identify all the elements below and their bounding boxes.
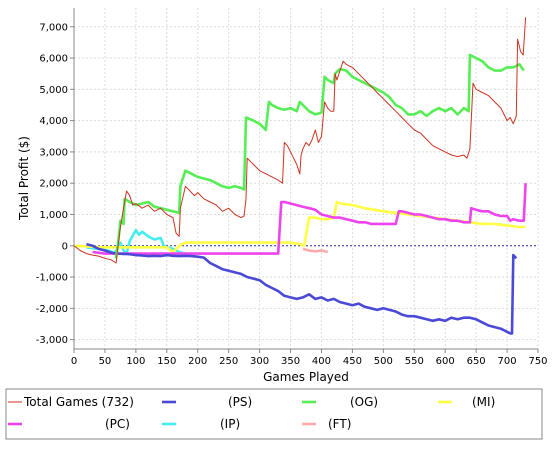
x-tick-label: 750 xyxy=(528,356,547,367)
x-tick-label: 650 xyxy=(467,356,486,367)
y-tick-label: 6,000 xyxy=(39,54,68,65)
x-tick-label: 700 xyxy=(498,356,517,367)
y-tick-label: 0 xyxy=(62,241,68,252)
y-tick-label: -2,000 xyxy=(36,304,68,315)
plot-area xyxy=(74,8,538,349)
x-tick-label: 350 xyxy=(281,356,300,367)
y-tick-labels: -3,000 -2,000 -1,000 0 1,000 2,000 3,000 4,000 5… xyxy=(36,22,68,346)
y-tick-label: -3,000 xyxy=(36,335,68,346)
y-axis-title: Total Profit ($) xyxy=(17,136,31,221)
series-line-6 xyxy=(302,247,329,254)
series-group xyxy=(73,17,527,335)
series-line-1 xyxy=(86,242,518,335)
x-tick-label: 400 xyxy=(312,356,331,367)
series-line-2 xyxy=(114,53,525,259)
x-tick-label: 550 xyxy=(405,356,424,367)
x-tick-label: 150 xyxy=(157,356,176,367)
legend-label: (FT) xyxy=(328,417,351,431)
x-axis-title: Games Played xyxy=(263,370,349,384)
y-tick-label: 4,000 xyxy=(39,116,68,127)
x-tick-label: 50 xyxy=(99,356,112,367)
axes xyxy=(70,8,539,353)
x-tick-label: 250 xyxy=(219,356,238,367)
legend-label: (IP) xyxy=(220,417,240,431)
y-tick-label: 5,000 xyxy=(39,85,68,96)
y-tick-label: 7,000 xyxy=(39,22,68,33)
x-tick-label: 500 xyxy=(374,356,393,367)
y-tick-label: -1,000 xyxy=(36,273,68,284)
series-line-0 xyxy=(73,17,527,264)
x-tick-label: 600 xyxy=(436,356,455,367)
series-line-4 xyxy=(92,183,527,255)
legend-box xyxy=(5,388,543,440)
legend: Total Games (732) (PS) (OG) (MI) (PC) (IP) (FT… xyxy=(8,395,495,431)
legend-label: (PS) xyxy=(228,395,252,409)
legend-label: Total Games (732) xyxy=(23,395,134,409)
y-tick-label: 3,000 xyxy=(39,147,68,158)
x-tick-label: 300 xyxy=(250,356,269,367)
legend-label: (OG) xyxy=(350,395,378,409)
x-tick-label: 200 xyxy=(188,356,207,367)
legend-label: (PC) xyxy=(105,417,130,431)
x-tick-labels: 0 50 100 150 200 250 300 350 400 450 500 550 600 650 7… xyxy=(71,356,548,367)
y-tick-label: 2,000 xyxy=(39,179,68,190)
x-tick-label: 0 xyxy=(71,356,77,367)
legend-label: (MI) xyxy=(472,395,495,409)
y-tick-label: 1,000 xyxy=(39,210,68,221)
x-tick-label: 450 xyxy=(343,356,362,367)
x-tick-label: 100 xyxy=(126,356,145,367)
